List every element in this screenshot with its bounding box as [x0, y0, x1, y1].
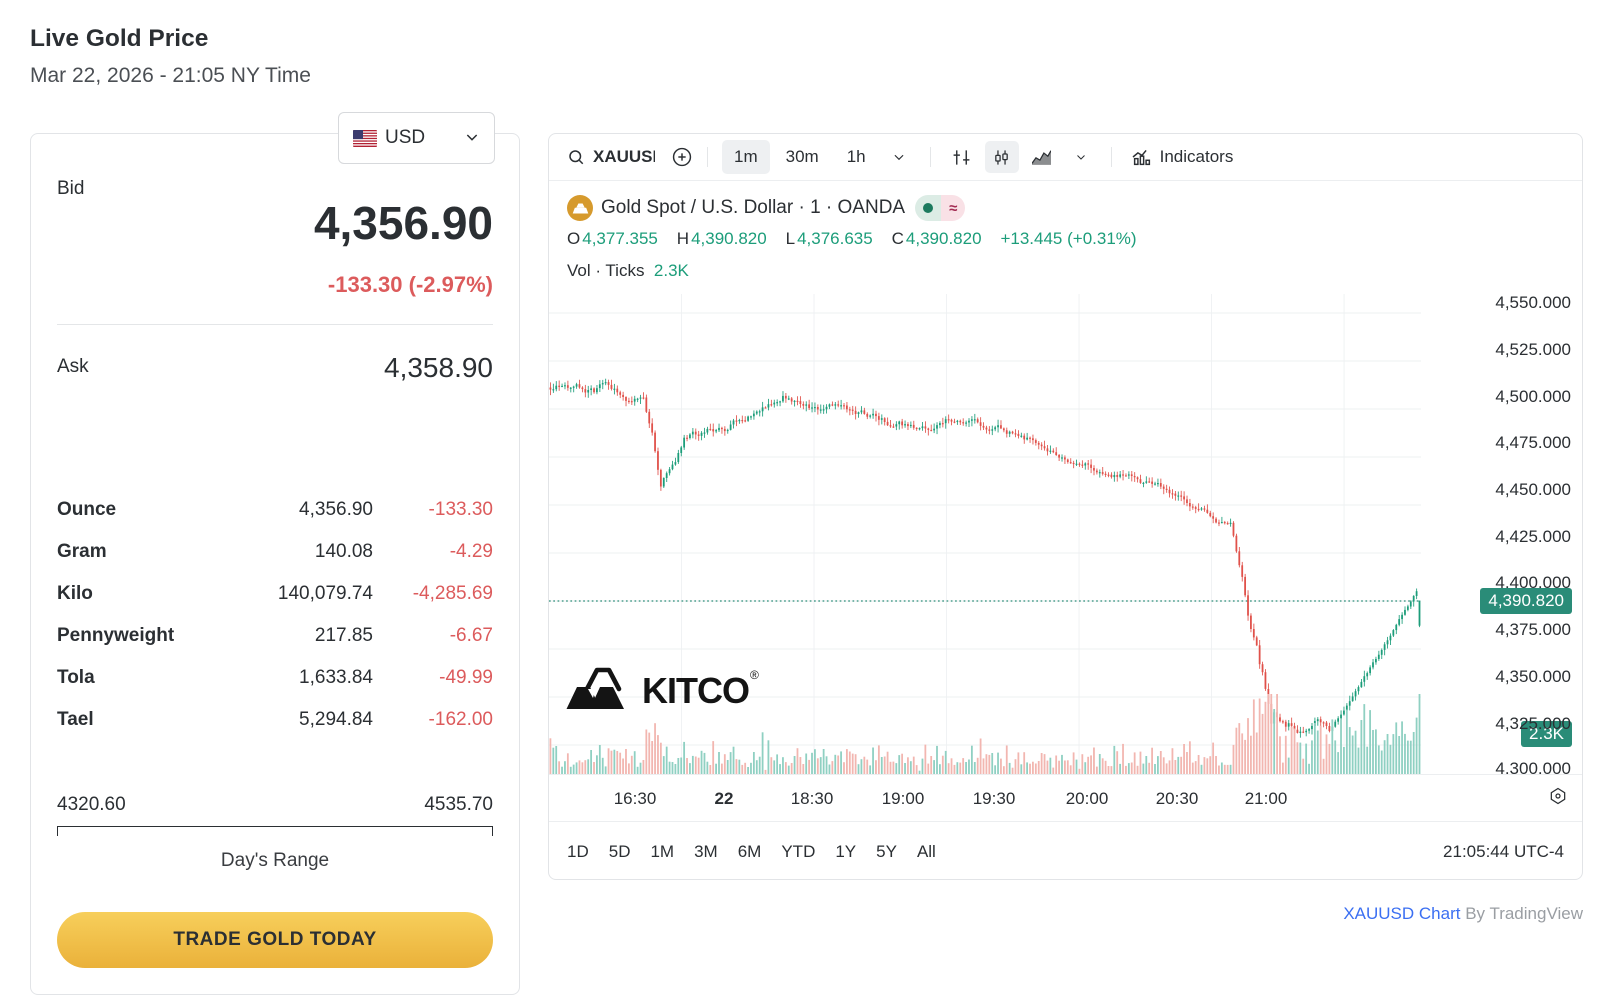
svg-text:®: ® — [750, 668, 759, 682]
svg-text:KITCO: KITCO — [642, 670, 749, 711]
